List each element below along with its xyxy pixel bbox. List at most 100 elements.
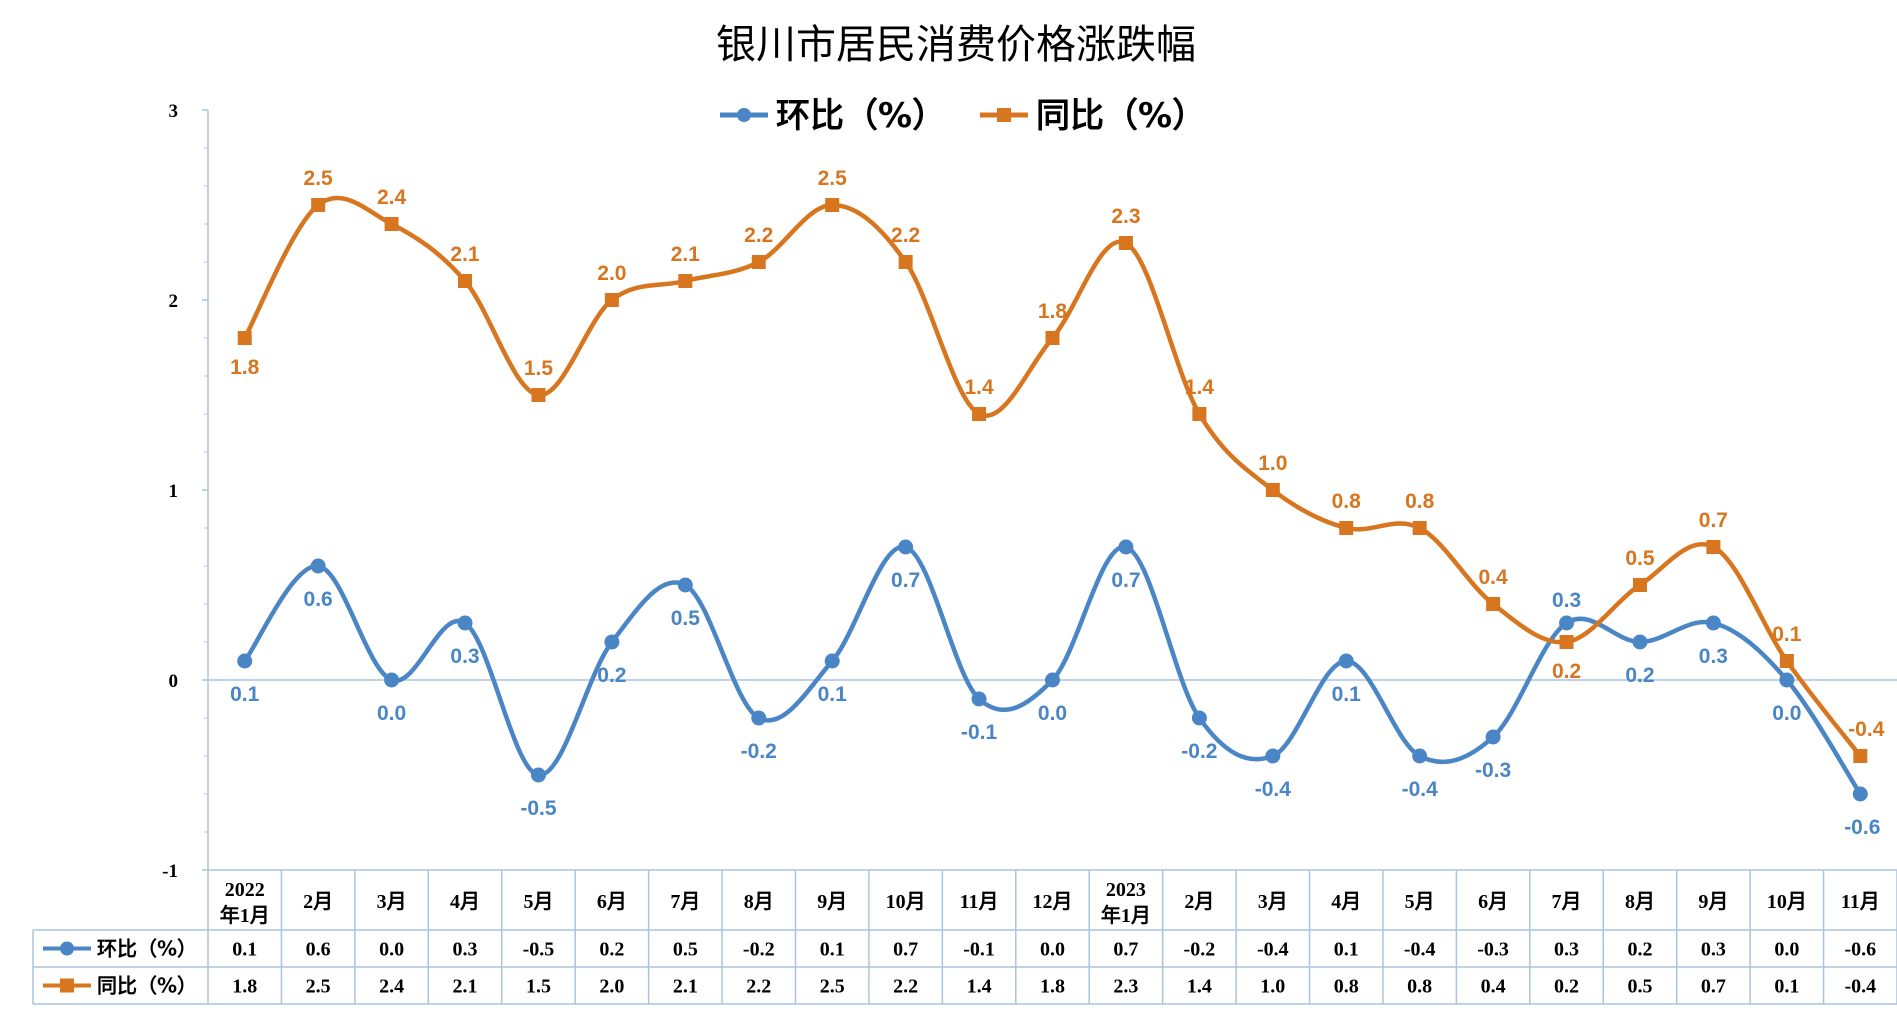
table-cell-huanbi: -0.4 [1404,939,1436,961]
table-cell-tongbi: 0.2 [1554,976,1579,998]
point-huanbi [384,672,400,688]
point-tongbi [972,407,987,421]
legend: 环比（%） 同比（%） [720,96,1206,136]
data-label-tongbi: 1.8 [1038,300,1068,323]
data-label-tongbi: 1.8 [230,356,260,379]
point-huanbi [530,767,546,783]
point-huanbi [237,653,253,669]
table-cell-huanbi: 0.1 [820,939,845,961]
point-huanbi [1045,672,1060,688]
legend-tongbi-marker [997,108,1011,122]
point-tongbi [898,255,913,269]
table-cell-huanbi: -0.3 [1477,939,1509,961]
point-tongbi [311,198,326,212]
data-label-huanbi: 0.3 [1699,645,1728,668]
table-cell-tongbi: 1.8 [232,976,257,998]
table-cell-huanbi: 0.1 [1334,939,1359,961]
category-label: 10月 [1767,891,1807,913]
category-label: 5月 [523,891,553,913]
data-label-tongbi: 1.5 [524,357,554,380]
table-cell-huanbi: -0.2 [743,939,775,961]
data-label-tongbi: 0.4 [1479,566,1509,589]
table-cell-tongbi: 1.8 [1040,976,1065,998]
point-huanbi [1632,634,1648,650]
data-label-huanbi: 0.6 [304,588,333,611]
table-cell-huanbi: 0.7 [893,939,918,961]
table-cell-huanbi: -0.1 [963,939,995,961]
data-label-tongbi: 2.0 [597,262,626,285]
point-tongbi [1779,654,1794,668]
table-cell-tongbi: 0.8 [1334,976,1359,998]
data-label-tongbi: 0.8 [1405,490,1435,513]
point-huanbi [1118,539,1134,555]
point-huanbi [971,691,987,707]
category-label: 2月 [1184,891,1214,913]
data-label-huanbi: 0.7 [891,569,920,592]
table-cell-tongbi: 2.2 [893,976,918,998]
point-tongbi [1632,578,1647,592]
category-label: 4月 [1331,891,1361,913]
point-tongbi [1486,597,1501,611]
point-tongbi [751,255,766,269]
point-huanbi [1485,729,1501,745]
data-label-huanbi: -0.4 [1402,778,1439,801]
category-label: 2022 [225,879,265,901]
point-tongbi [604,293,619,307]
data-label-huanbi: -0.3 [1475,759,1511,782]
point-huanbi [1191,710,1207,726]
point-huanbi [1412,748,1428,764]
data-label-tongbi: 0.8 [1332,490,1362,513]
legend-huanbi-marker [737,108,751,122]
table-cell-huanbi: 0.6 [306,939,331,961]
category-label: 年1月 [1101,903,1151,927]
point-tongbi [531,388,546,402]
data-label-tongbi: 1.4 [1185,376,1215,399]
table-cell-tongbi: -0.4 [1844,976,1876,998]
point-tongbi [237,331,252,345]
data-label-huanbi: -0.5 [520,797,557,820]
data-label-tongbi: 2.4 [377,186,407,209]
table-cell-huanbi: 0.3 [453,939,478,961]
data-label-tongbi: 2.3 [1111,205,1140,228]
data-label-tongbi: -0.4 [1848,718,1885,741]
category-label: 9月 [1698,891,1728,913]
legend-huanbi-label: 环比（%） [776,96,946,136]
series-line-tongbi [242,195,1863,758]
category-label: 2月 [303,891,333,913]
category-label: 10月 [886,891,926,913]
table-cell-huanbi: 0.0 [1040,939,1065,961]
y-tick-label: 0 [169,671,179,692]
point-tongbi [1706,540,1721,554]
table-legend-marker-tongbi [60,978,74,993]
point-tongbi [1339,521,1354,535]
point-tongbi [1412,521,1427,535]
table-cell-huanbi: -0.4 [1257,939,1289,961]
point-huanbi [1559,615,1575,631]
category-label: 3月 [377,891,407,913]
table-cell-tongbi: 1.5 [526,976,551,998]
category-label: 2023 [1106,879,1146,901]
point-huanbi [824,653,840,669]
category-label: 9月 [817,891,847,913]
data-label-tongbi: 2.1 [671,243,701,266]
table-cell-huanbi: 0.1 [232,939,257,961]
y-tick-label: -1 [162,861,178,882]
y-tick-label: 1 [169,481,179,502]
legend-tongbi-label: 同比（%） [1036,96,1206,136]
table-cell-tongbi: 0.5 [1627,976,1652,998]
table-cell-tongbi: 2.5 [820,976,845,998]
data-label-huanbi: 0.3 [450,645,479,668]
data-label-huanbi: -0.4 [1255,778,1292,801]
point-tongbi [1853,749,1868,763]
table-cell-tongbi: 1.4 [967,976,992,998]
point-huanbi [1852,786,1868,802]
table-cell-huanbi: -0.6 [1844,939,1876,961]
point-tongbi [1559,635,1574,649]
category-label: 8月 [744,891,774,913]
series-line-huanbi [242,544,1863,796]
table-cell-huanbi: 0.0 [1774,939,1799,961]
point-huanbi [751,710,767,726]
point-huanbi [898,539,914,555]
